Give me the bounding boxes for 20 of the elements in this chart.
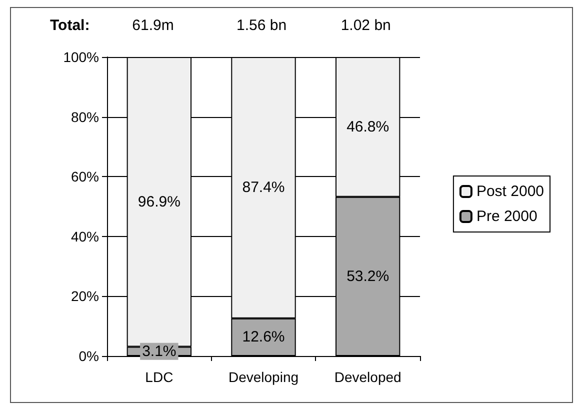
y-tick-label: 100% bbox=[63, 49, 99, 65]
data-label: 53.2% bbox=[346, 268, 390, 285]
data-label: 96.9% bbox=[138, 193, 180, 210]
y-tick-label: 0% bbox=[78, 348, 99, 364]
x-tick-label: Developed bbox=[334, 369, 402, 385]
text: 1.02 bn bbox=[340, 17, 391, 34]
y-tick-label: 60% bbox=[70, 168, 99, 185]
y-tick-label: 80% bbox=[70, 108, 99, 125]
x-tick-label: LDC bbox=[145, 369, 174, 385]
y-tick-label: 20% bbox=[70, 288, 99, 304]
y-tick-label: 40% bbox=[70, 228, 99, 244]
legend-label: Post 2000 bbox=[476, 183, 544, 200]
data-label: 87.4% bbox=[242, 179, 285, 196]
data-label: 12.6% bbox=[242, 328, 285, 346]
data-label: 46.8% bbox=[346, 118, 390, 136]
text: Total: bbox=[50, 17, 90, 34]
text: 1.56 bn bbox=[236, 17, 287, 34]
text: 61.9m bbox=[132, 17, 174, 34]
x-tick-label: Developing bbox=[228, 369, 299, 385]
legend-label: Pre 2000 bbox=[476, 208, 538, 225]
